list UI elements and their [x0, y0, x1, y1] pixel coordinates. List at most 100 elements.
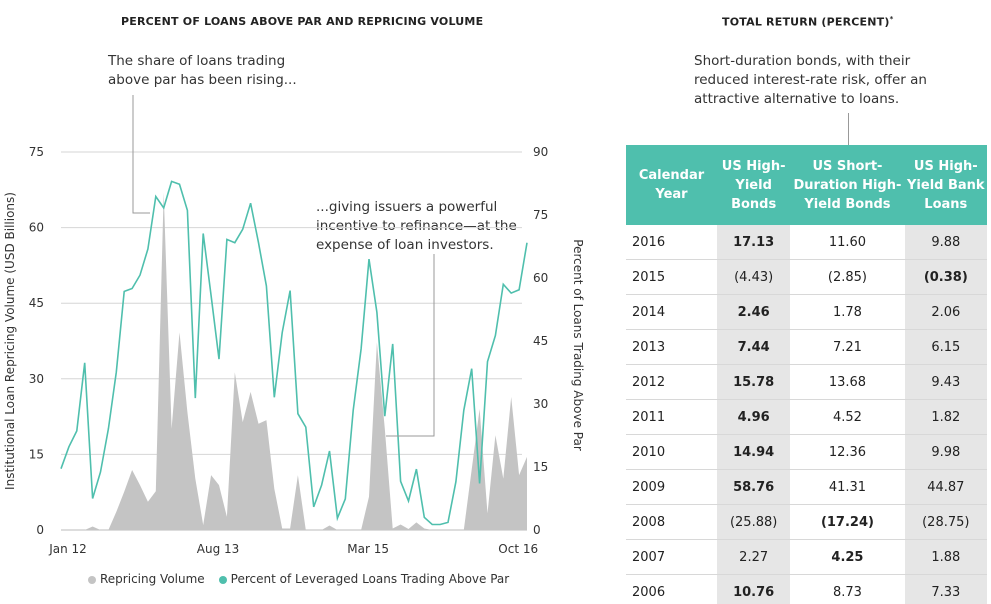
total-return-table: Calendar Year US High-Yield Bonds US Short…: [626, 145, 987, 604]
annotation-leader-1: [132, 95, 150, 214]
combo-chart: 0 15 30 45 60 75 0 15 30 45 60 75 90 Jan 12 Aug 13 Mar …: [3, 95, 585, 556]
return-cell: 12.36: [790, 434, 905, 470]
chart-title: PERCENT OF LOANS ABOVE PAR AND REPRICING…: [121, 15, 484, 28]
table-header-row: Calendar Year US High-Yield Bonds US Short…: [626, 145, 987, 225]
column-header: US High-Yield Bonds: [717, 145, 791, 225]
x-tick-label: Mar 15: [347, 542, 389, 556]
annotation-rising: The share of loans trading above par has…: [108, 52, 297, 90]
annotation-leader-2: [386, 254, 435, 437]
return-cell: 2.46: [717, 294, 791, 330]
return-cell: 9.88: [904, 225, 987, 260]
legend-label: Repricing Volume: [100, 572, 205, 586]
table-row: 2013 7.44 7.21 6.15: [626, 329, 987, 365]
legend-swatch: [218, 575, 227, 584]
return-cell: (4.43): [717, 259, 791, 295]
y-right-tick-label: 0: [533, 523, 541, 537]
annotation-line: reduced interest-rate risk, offer an: [694, 72, 927, 88]
y-left-tick-label: 15: [29, 447, 44, 461]
annotation-leader-3: [848, 113, 849, 145]
return-cell: 6.15: [904, 329, 987, 365]
annotation-line: expense of loan investors.: [316, 237, 494, 253]
return-cell: 2.06: [904, 294, 987, 330]
column-header: Calendar Year: [626, 145, 717, 225]
return-cell: 13.68: [790, 364, 905, 400]
year-cell: 2012: [626, 364, 717, 400]
x-tick-label: Aug 13: [197, 542, 240, 556]
return-cell: 11.60: [790, 225, 905, 260]
y-right-tick-label: 30: [533, 397, 548, 411]
y-left-tick-label: 30: [29, 372, 44, 386]
year-cell: 2006: [626, 574, 717, 604]
annotation-line: Short-duration bonds, with their: [694, 53, 911, 69]
legend-item-repricing: Repricing Volume: [88, 572, 205, 586]
year-cell: 2015: [626, 259, 717, 295]
table-row: 2014 2.46 1.78 2.06: [626, 294, 987, 330]
y-axis-right-title: Percent of Loans Trading Above Par: [571, 239, 585, 451]
annotation-refinance: ...giving issuers a powerful incentive t…: [316, 198, 517, 255]
return-cell: 9.43: [904, 364, 987, 400]
column-header: US High-Yield Bank Loans: [904, 145, 987, 225]
x-tick-label: Jan 12: [48, 542, 87, 556]
y-right-tick-label: 90: [533, 145, 548, 159]
year-cell: 2007: [626, 539, 717, 575]
return-cell: 9.98: [904, 434, 987, 470]
year-cell: 2009: [626, 469, 717, 505]
y-right-tick-label: 15: [533, 460, 548, 474]
y-left-tick-label: 0: [36, 523, 44, 537]
year-cell: 2016: [626, 225, 717, 260]
table-row: 2009 58.76 41.31 44.87: [626, 469, 987, 505]
return-cell: (0.38): [904, 259, 987, 295]
year-cell: 2013: [626, 329, 717, 365]
y-right-tick-label: 60: [533, 271, 548, 285]
year-cell: 2008: [626, 504, 717, 540]
x-tick-label: Oct 16: [498, 542, 538, 556]
return-cell: 4.25: [790, 539, 905, 575]
return-cell: 14.94: [717, 434, 791, 470]
return-cell: 1.88: [904, 539, 987, 575]
annotation-line: The share of loans trading: [108, 53, 286, 69]
return-cell: 58.76: [717, 469, 791, 505]
table-row: 2016 17.13 11.60 9.88: [626, 225, 987, 260]
return-cell: (25.88): [717, 504, 791, 540]
return-cell: 17.13: [717, 225, 791, 260]
y-right-tick-label: 45: [533, 334, 548, 348]
return-cell: 8.73: [790, 574, 905, 604]
table-annotation: Short-duration bonds, with their reduced…: [694, 52, 927, 109]
table-row: 2011 4.96 4.52 1.82: [626, 399, 987, 435]
footnote-mark: *: [889, 15, 894, 23]
return-cell: 7.33: [904, 574, 987, 604]
table-row: 2015 (4.43) (2.85) (0.38): [626, 259, 987, 295]
legend: Repricing Volume Percent of Leveraged Lo…: [88, 572, 509, 586]
return-cell: 44.87: [904, 469, 987, 505]
return-cell: 1.82: [904, 399, 987, 435]
repricing-volume-area: [61, 192, 527, 531]
y-left-tick-label: 60: [29, 221, 44, 235]
return-cell: 7.44: [717, 329, 791, 365]
return-cell: 15.78: [717, 364, 791, 400]
return-cell: 2.27: [717, 539, 791, 575]
table-row: 2010 14.94 12.36 9.98: [626, 434, 987, 470]
return-cell: (2.85): [790, 259, 905, 295]
percent-above-par-line: [60, 180, 528, 526]
return-cell: 7.21: [790, 329, 905, 365]
legend-item-percent: Percent of Leveraged Loans Trading Above…: [218, 572, 509, 586]
return-cell: 4.96: [717, 399, 791, 435]
year-cell: 2011: [626, 399, 717, 435]
return-cell: 4.52: [790, 399, 905, 435]
annotation-line: attractive alternative to loans.: [694, 91, 900, 107]
y-left-tick-label: 45: [29, 296, 44, 310]
annotation-line: above par has been rising...: [108, 72, 297, 88]
annotation-line: ...giving issuers a powerful: [316, 199, 498, 215]
y-axis-left-title: Institutional Loan Repricing Volume (USD…: [3, 192, 17, 490]
year-cell: 2014: [626, 294, 717, 330]
table-row: 2006 10.76 8.73 7.33: [626, 574, 987, 604]
table-row: 2007 2.27 4.25 1.88: [626, 539, 987, 575]
legend-swatch: [88, 575, 96, 584]
table-row: 2008 (25.88) (17.24) (28.75): [626, 504, 987, 540]
table-title-text: TOTAL RETURN (PERCENT): [722, 15, 890, 29]
return-cell: (17.24): [790, 504, 905, 540]
annotation-line: incentive to refinance—at the: [316, 218, 517, 234]
return-cell: 1.78: [790, 294, 905, 330]
y-left-tick-label: 75: [29, 145, 44, 159]
